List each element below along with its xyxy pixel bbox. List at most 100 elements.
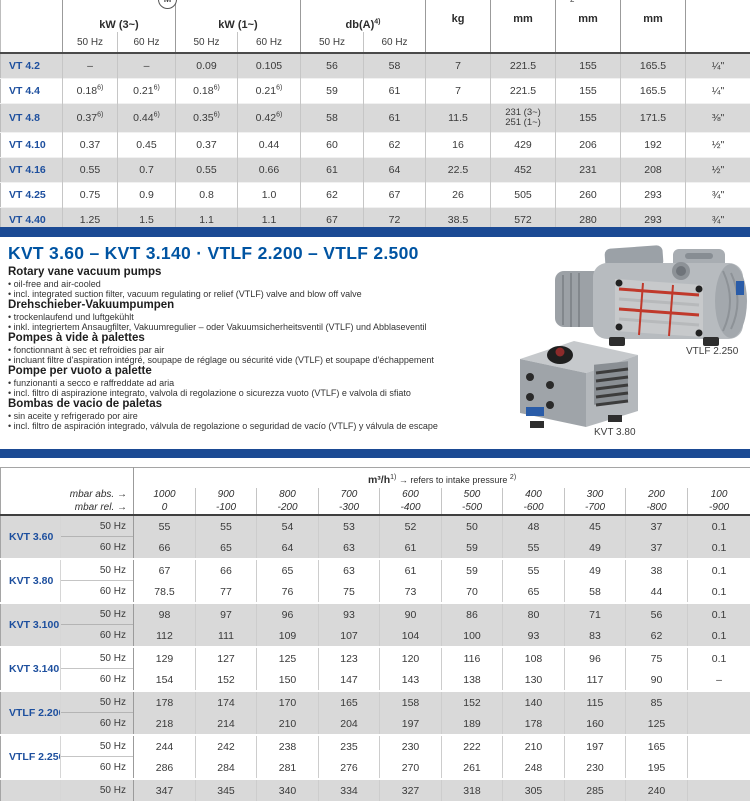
value-cell: 221.5	[491, 53, 556, 79]
hz-label: 60 Hz	[61, 625, 134, 647]
value-cell: 66	[196, 559, 257, 581]
value-cell: 0.186)	[176, 79, 238, 104]
value-cell: 62	[626, 625, 688, 647]
col-group-kw1: kW (1~)	[176, 0, 301, 32]
value-cell: 231 (3~)251 (1~)	[491, 104, 556, 133]
mbar-value: 600	[380, 488, 442, 501]
vtlf-caption: VTLF 2.250	[686, 346, 738, 357]
dba-label: db(A)	[346, 19, 375, 31]
value-cell: 58	[565, 581, 626, 603]
value-cell: 55	[503, 537, 565, 559]
value-cell: 171.5	[621, 104, 686, 133]
value-cell: 138	[442, 669, 503, 691]
hz-label: 50 Hz	[61, 779, 134, 801]
value-cell	[688, 757, 750, 779]
value-cell: 65	[503, 581, 565, 603]
mbar-value: -500	[442, 501, 503, 515]
model-label: VT 4.4	[1, 79, 63, 104]
value-cell: 0.37	[63, 133, 118, 158]
hz-label: 50 Hz	[61, 515, 134, 537]
hz-label: 50 Hz	[61, 559, 134, 581]
mbar-value: -700	[565, 501, 626, 515]
mbar-abs-label: mbar abs. →	[1, 488, 134, 501]
value-cell: 65	[196, 537, 257, 559]
mbar-value: 0	[134, 501, 196, 515]
value-cell: 235	[319, 735, 380, 757]
value-cell: 49	[565, 559, 626, 581]
value-cell: 0.9	[118, 183, 176, 208]
value-cell: 59	[442, 537, 503, 559]
value-cell: 240	[626, 779, 688, 801]
value-cell: 58	[301, 104, 364, 133]
value-cell: 231	[556, 158, 621, 183]
value-cell: 90	[380, 603, 442, 625]
value-cell: 64	[257, 537, 319, 559]
value-cell: 55	[503, 559, 565, 581]
model-label: KVT 3.140	[1, 647, 61, 691]
flow-title-cell: m³/h1) → refers to intake pressure 2)	[134, 468, 750, 489]
value-cell: 45	[565, 515, 626, 537]
value-cell: 37	[626, 537, 688, 559]
value-cell: 125	[626, 713, 688, 735]
bullet: incl. integrated suction filter, vacuum …	[8, 289, 553, 299]
freq-header: 50 Hz	[301, 32, 364, 53]
col-group-kw3: kW (3~)	[63, 0, 176, 32]
value-cell: 222	[442, 735, 503, 757]
value-cell: 0.55	[63, 158, 118, 183]
mbar-value: -800	[626, 501, 688, 515]
value-cell: 152	[442, 691, 503, 713]
value-cell: 104	[380, 625, 442, 647]
value-cell: 78.5	[134, 581, 196, 603]
value-cell: 7	[426, 53, 491, 79]
value-cell: 0.55	[176, 158, 238, 183]
value-cell: 192	[621, 133, 686, 158]
value-cell: 0.356)	[176, 104, 238, 133]
value-cell: 0.1	[688, 515, 750, 537]
value-cell: 261	[442, 757, 503, 779]
section-divider-bar	[0, 227, 750, 237]
value-cell: 285	[565, 779, 626, 801]
value-cell: 0.8	[176, 183, 238, 208]
value-cell: 0.66	[238, 158, 301, 183]
value-cell: 0.7	[118, 158, 176, 183]
value-cell: ¼"	[686, 79, 750, 104]
hz-label: 60 Hz	[61, 581, 134, 603]
col-kg: kg	[426, 0, 491, 53]
lang-block-fr: Pompes à vide à palettes fonctionnant à …	[8, 332, 553, 365]
value-cell: 0.1	[688, 581, 750, 603]
block-title: Drehschieber-Vakuumpumpen	[8, 299, 553, 312]
mbar-value: -600	[503, 501, 565, 515]
mbar-value: -400	[380, 501, 442, 515]
value-cell: 165	[319, 691, 380, 713]
value-cell: 61	[380, 559, 442, 581]
bullet: incluant filtre d'aspiration intégré, so…	[8, 355, 553, 365]
value-cell: 116	[442, 647, 503, 669]
value-cell: 0.426)	[238, 104, 301, 133]
value-cell: 248	[503, 757, 565, 779]
mbar-value: -200	[257, 501, 319, 515]
value-cell: 90	[626, 669, 688, 691]
mbar-value: -300	[319, 501, 380, 515]
value-cell: 293	[621, 183, 686, 208]
value-cell: 120	[380, 647, 442, 669]
model-label: VT 4.25	[1, 183, 63, 208]
value-cell: 206	[556, 133, 621, 158]
bullet: incl. filtro de aspiración integrado, vá…	[8, 421, 553, 431]
value-cell: 170	[257, 691, 319, 713]
page-title: KVT 3.60 – KVT 3.140 · VTLF 2.200 – VTLF…	[8, 243, 419, 264]
value-cell: 505	[491, 183, 556, 208]
value-cell: 197	[380, 713, 442, 735]
value-cell: 0.1	[688, 603, 750, 625]
value-cell: 189	[442, 713, 503, 735]
value-cell: 270	[380, 757, 442, 779]
value-cell: 52	[380, 515, 442, 537]
bullet: inkl. integriertem Ansaugfilter, Vakuumr…	[8, 322, 553, 332]
value-cell: 66	[134, 537, 196, 559]
value-cell	[688, 735, 750, 757]
value-cell: 73	[380, 581, 442, 603]
